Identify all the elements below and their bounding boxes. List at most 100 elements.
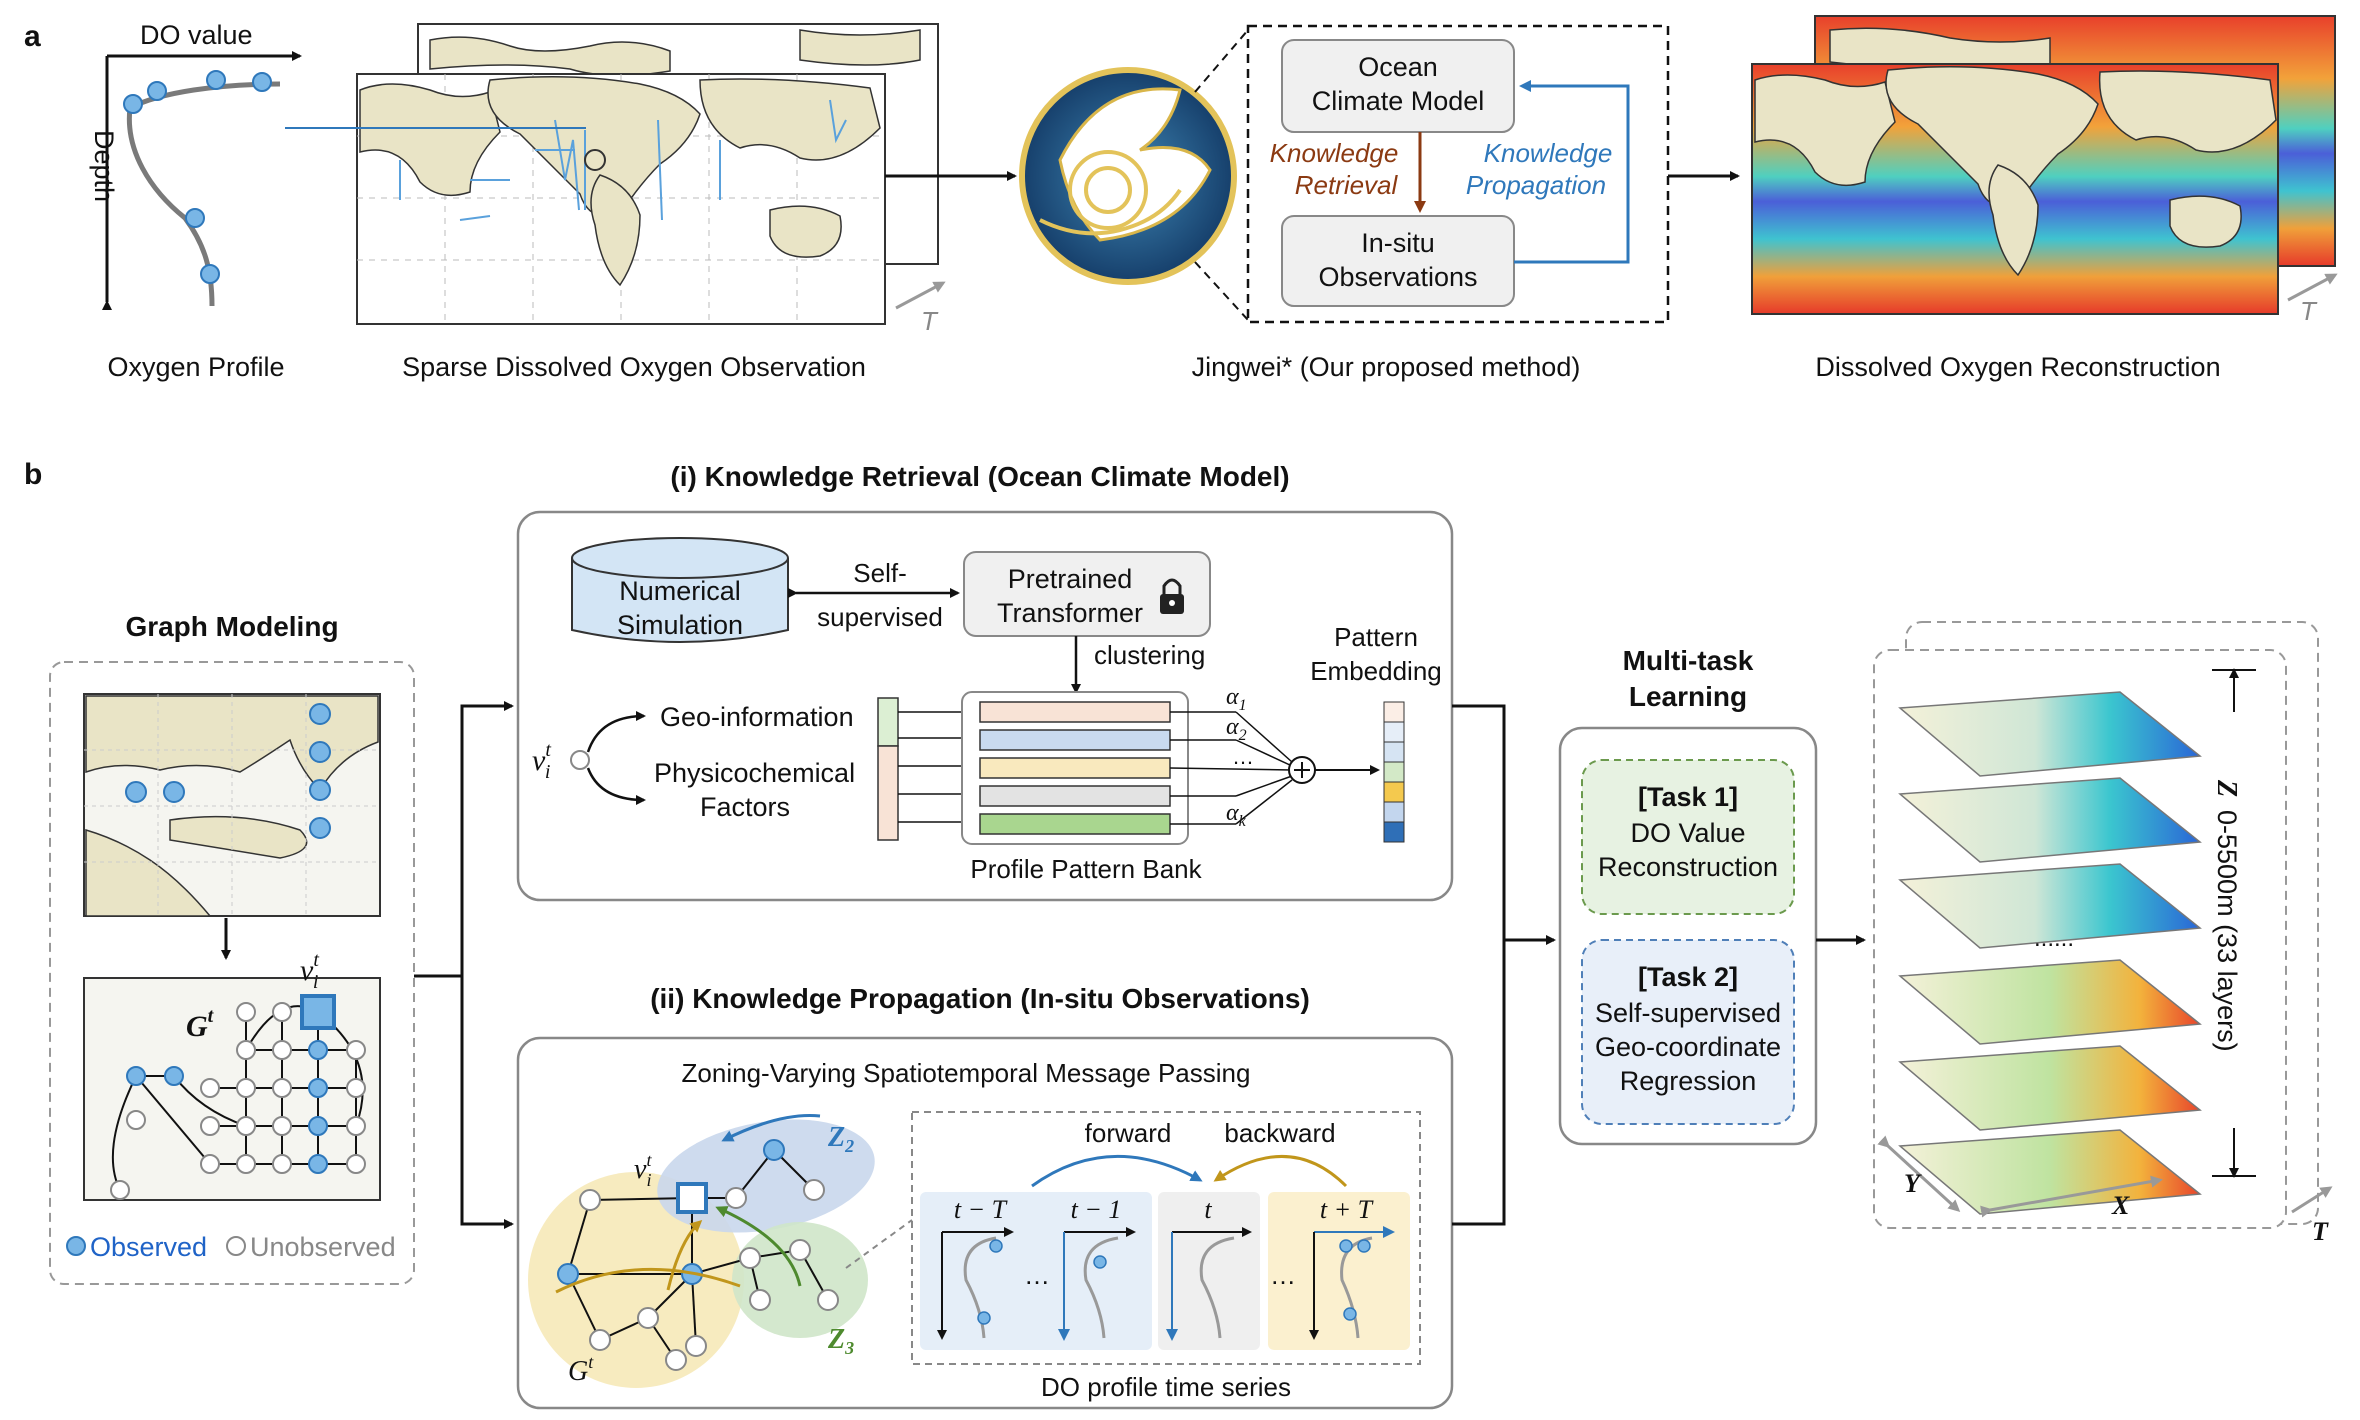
multitask-title-line1: Multi-task <box>1623 645 1754 676</box>
time-label-t-minus-T: t − T <box>954 1195 1008 1224</box>
self-supervised-line1: Self- <box>853 558 906 588</box>
multitask-title-line2: Learning <box>1629 681 1747 712</box>
t-axis-label: T <box>2312 1217 2329 1246</box>
geo-feature-bar <box>877 697 899 747</box>
clustering-label: clustering <box>1094 640 1205 670</box>
series-label: DO profile time series <box>1041 1372 1291 1402</box>
time-label-t-plus-T: t + T <box>1320 1195 1374 1224</box>
propagation-arrow <box>1514 80 1630 264</box>
bank-label: Profile Pattern Bank <box>970 854 1202 884</box>
profile-point <box>123 94 143 114</box>
numerical-simulation-cylinder <box>571 537 789 643</box>
profile-y-axis-label: Depth <box>89 130 119 202</box>
propagation-subtitle: Zoning-Varying Spatiotemporal Message Pa… <box>682 1058 1251 1088</box>
alpha-dots: … <box>1232 744 1254 769</box>
ocean-model-line2: Climate Model <box>1312 86 1485 116</box>
svg-text:0-5500m (33 layers): 0-5500m (33 layers) <box>2212 810 2242 1052</box>
insitu-line1: In-situ <box>1361 228 1435 258</box>
method-frame <box>1246 24 1670 324</box>
ocean-climate-model-box <box>1281 39 1515 133</box>
geo-info-label: Geo-information <box>660 702 854 732</box>
panel-b-letter: b <box>24 458 42 491</box>
depth-layers <box>1898 691 2202 1215</box>
self-supervised-line2: supervised <box>817 602 943 632</box>
panel-a-letter: a <box>24 20 41 53</box>
observed-dot <box>309 703 331 725</box>
legend-observed: Observed <box>90 1232 207 1262</box>
sparse-caption: Sparse Dissolved Oxygen Observation <box>402 352 866 382</box>
task2-line2: Self-supervised <box>1595 998 1781 1028</box>
insitu-line2: Observations <box>1318 262 1477 292</box>
physico-line1: Physicochemical <box>654 758 855 788</box>
pattern-2 <box>979 729 1171 751</box>
zone-2-label: Z2 <box>827 1122 854 1156</box>
graph-symbol: Gt <box>186 1005 215 1043</box>
task-1-box <box>1581 759 1795 915</box>
observed-dot <box>309 741 331 763</box>
x-axis-label: X <box>2111 1191 2130 1220</box>
time-label-t-minus-1: t − 1 <box>1071 1195 1122 1224</box>
backward-label: backward <box>1224 1118 1335 1148</box>
pattern-5 <box>979 813 1171 835</box>
profile-point <box>252 72 272 92</box>
zone-graph <box>528 1114 875 1388</box>
observed-dot <box>163 781 185 803</box>
observed-dot <box>309 817 331 839</box>
numerical-line1: Numerical <box>619 576 741 606</box>
graph-symbol-propagation: Gt <box>568 1352 594 1387</box>
task2-line4: Regression <box>1620 1066 1757 1096</box>
time-label-t: t <box>1204 1195 1212 1224</box>
numerical-line2: Simulation <box>617 610 743 640</box>
profile-point <box>200 264 220 284</box>
task-2-box <box>1581 939 1795 1125</box>
lock-icon <box>1160 578 1184 614</box>
time-series-frame <box>911 1111 1421 1365</box>
target-node-highlight <box>300 994 336 1030</box>
jingwei-logo <box>1019 67 1237 285</box>
pretrained-transformer-box <box>963 551 1211 637</box>
task1-line3: Reconstruction <box>1598 852 1778 882</box>
pattern-embedding-line1: Pattern <box>1334 622 1418 652</box>
reconstruction-map-front <box>1751 63 2279 315</box>
pattern-embedding-vector <box>1383 701 1405 843</box>
retrieval-title: (i) Knowledge Retrieval (Ocean Climate M… <box>670 461 1289 492</box>
profile-point <box>206 70 226 90</box>
profile-caption: Oxygen Profile <box>107 352 284 382</box>
node-symbol-top: vt i <box>300 949 319 993</box>
ocean-model-line1: Ocean <box>1358 52 1438 82</box>
region-map <box>83 693 381 917</box>
pretrained-line2: Transformer <box>997 598 1143 628</box>
graph-grid <box>83 977 381 1201</box>
sparse-time-symbol: T <box>921 306 939 336</box>
task2-line1: [Task 2] <box>1638 962 1738 992</box>
legend-unobserved: Unobserved <box>250 1232 396 1262</box>
ellipsis-2: … <box>1270 1260 1296 1290</box>
observed-dot <box>309 779 331 801</box>
legend-observed-dot <box>66 1236 86 1256</box>
y-axis-label: Y <box>1904 1169 1922 1198</box>
alpha-k: αk <box>1226 800 1247 830</box>
retrieval-label-line1: Knowledge <box>1270 138 1399 168</box>
profile-point <box>185 208 205 228</box>
reconstruction-caption: Dissolved Oxygen Reconstruction <box>1815 352 2220 382</box>
legend-unobserved-dot <box>226 1236 246 1256</box>
pretrained-line1: Pretrained <box>1008 564 1133 594</box>
pattern-embedding-line2: Embedding <box>1310 656 1442 686</box>
physico-line2: Factors <box>700 792 790 822</box>
svg-text:Z: Z <box>2211 779 2242 797</box>
layer-dots: ...... <box>2034 925 2074 952</box>
physico-feature-bar <box>877 745 899 841</box>
graph-modeling-frame <box>49 661 415 1285</box>
observed-dot <box>125 781 147 803</box>
task1-line1: [Task 1] <box>1638 782 1738 812</box>
alpha-2: α2 <box>1226 714 1247 744</box>
task1-line2: DO Value <box>1630 818 1745 848</box>
graph-modeling-title: Graph Modeling <box>125 611 338 642</box>
mini-profiles <box>937 1226 1395 1341</box>
node-symbol-propagation: vt i <box>634 1150 652 1190</box>
oxygen-profile-plot <box>102 51 302 310</box>
alpha-1: α1 <box>1226 684 1247 714</box>
retrieval-label-line2: Retrieval <box>1295 170 1399 200</box>
propagation-label-line1: Knowledge <box>1484 138 1613 168</box>
recon-time-symbol: T <box>2300 296 2318 326</box>
